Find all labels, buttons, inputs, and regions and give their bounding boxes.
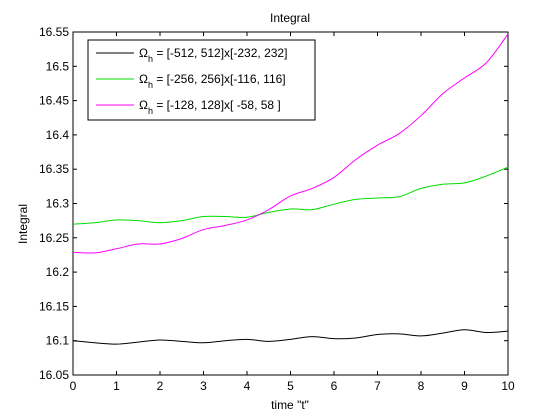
series-line-2: [72, 166, 509, 225]
y-tick-label: 16.4: [46, 128, 70, 142]
legend-label: = [-256, 256]x[-116, 116]: [153, 72, 286, 86]
y-tick-label: 16.05: [39, 368, 69, 382]
x-tick-label: 10: [501, 379, 515, 393]
legend-label: = [-128, 128]x[ -58, 58 ]: [153, 98, 281, 112]
y-tick-label: 16.1: [46, 334, 70, 348]
legend-omega: Ω: [139, 46, 148, 60]
y-tick-label: 16.55: [39, 25, 69, 39]
legend-entry-3: Ωh = [-128, 128]x[ -58, 58 ]: [139, 98, 281, 116]
x-tick-label: 4: [244, 379, 251, 393]
x-axis-title: time "t": [271, 398, 309, 412]
x-tick-label: 5: [287, 379, 294, 393]
series-line-1: [72, 329, 509, 345]
legend-entry-2: Ωh = [-256, 256]x[-116, 116]: [139, 72, 286, 90]
x-tick-label: 2: [157, 379, 164, 393]
legend-label: = [-512, 512]x[-232, 232]: [153, 46, 287, 60]
x-tick-label: 9: [461, 379, 468, 393]
legend-subscript: h: [148, 54, 153, 64]
legend-entry-1: Ωh = [-512, 512]x[-232, 232]: [139, 46, 287, 64]
y-axis-title: Integral: [16, 204, 30, 244]
y-tick-label: 16.3: [46, 197, 70, 211]
legend-subscript: h: [148, 106, 153, 116]
y-axis-ticks: 16.05 16.1 16.15 16.2 16.25 16.3 16.35 16.4 16.4…: [39, 25, 508, 382]
y-tick-label: 16.2: [46, 265, 70, 279]
chart-title: Integral: [270, 11, 310, 25]
y-tick-label: 16.25: [39, 231, 69, 245]
y-tick-label: 16.5: [46, 59, 70, 73]
x-tick-label: 1: [113, 379, 120, 393]
legend-omega: Ω: [139, 72, 148, 86]
y-tick-label: 16.35: [39, 162, 69, 176]
legend-omega: Ω: [139, 98, 148, 112]
x-tick-label: 0: [70, 379, 77, 393]
legend: Ωh = [-512, 512]x[-232, 232]Ωh = [-256, …: [87, 39, 316, 121]
x-tick-label: 7: [374, 379, 381, 393]
series-lines: [72, 33, 509, 345]
x-axis-ticks: 0 1 2 3 4 5 6 7 8 9 10: [70, 32, 515, 393]
y-tick-label: 16.45: [39, 94, 69, 108]
x-tick-label: 3: [200, 379, 207, 393]
series-line-3: [72, 33, 509, 254]
x-tick-label: 8: [418, 379, 425, 393]
x-tick-label: 6: [331, 379, 338, 393]
legend-subscript: h: [148, 80, 153, 90]
y-tick-label: 16.15: [39, 299, 69, 313]
